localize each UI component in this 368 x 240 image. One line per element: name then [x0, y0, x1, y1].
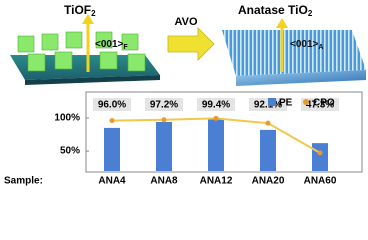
value-label: 47.3% — [306, 100, 334, 111]
bar — [208, 119, 224, 171]
x-tick-label: ANA60 — [304, 176, 337, 187]
bar — [104, 127, 120, 171]
cpo-point — [317, 150, 323, 156]
value-label-bg — [93, 98, 131, 111]
arrow-label: AVO — [174, 16, 197, 28]
figure: TiOF2 <001>F AVO Anatase TiO2 <001>A Sam… — [4, 3, 366, 187]
bar — [312, 143, 328, 171]
value-label-bg — [301, 98, 339, 111]
process-arrow — [167, 27, 215, 61]
anatase-illustration — [222, 18, 366, 86]
x-tick-label: ANA12 — [200, 176, 233, 187]
legend-swatch — [268, 98, 276, 106]
y-tick-label: 50% — [60, 146, 80, 157]
category-title: Sample: — [4, 176, 43, 187]
bar — [156, 121, 172, 171]
bar — [260, 129, 276, 171]
cpo-point — [161, 117, 167, 123]
x-tick-label: ANA8 — [150, 176, 178, 187]
left-label: TiOF2 — [64, 3, 96, 18]
left-axis-label: <001>F — [95, 39, 128, 51]
value-label: 99.4% — [202, 100, 230, 111]
x-tick-label: ANA4 — [98, 176, 126, 187]
value-label-bg — [145, 98, 183, 111]
right-label: Anatase TiO2 — [238, 3, 313, 18]
x-tick-label: ANA20 — [252, 176, 285, 187]
value-label: 97.2% — [150, 100, 178, 111]
y-tick-label: 100% — [54, 113, 80, 124]
cpo-point — [213, 115, 219, 121]
cpo-point — [109, 118, 115, 124]
value-label: 96.0% — [98, 100, 126, 111]
legend-swatch — [303, 99, 309, 105]
legend-label: PE — [279, 98, 293, 109]
value-label-bg — [197, 98, 235, 111]
tiof2-illustration — [10, 14, 160, 85]
legend-label: CPO — [313, 98, 335, 109]
right-axis-label: <001>A — [290, 39, 323, 51]
cpo-point — [265, 120, 271, 126]
